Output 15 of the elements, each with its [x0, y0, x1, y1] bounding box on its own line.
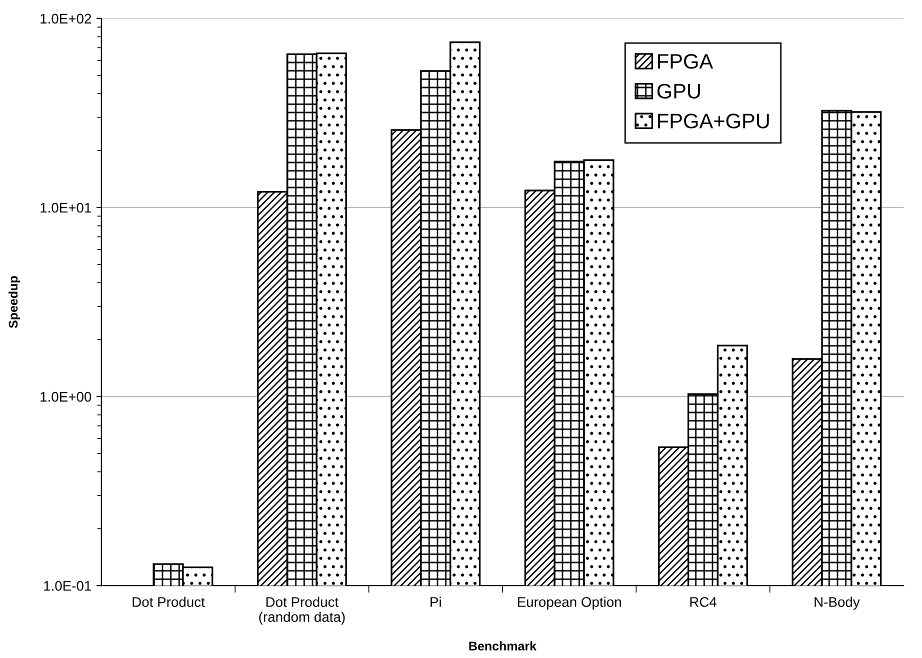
x-tick-label: Dot Product [132, 596, 205, 607]
x-axis-title: Benchmark [469, 641, 537, 650]
x-tick-label: Pi [430, 596, 441, 607]
x-tick-label: European Option [518, 596, 621, 610]
x-tick-label: RC4 [690, 597, 717, 607]
legend-label: FPGA+GPU [658, 114, 769, 128]
y-tick-label: 1.0E-01 [44, 580, 92, 591]
legend-label: FPGA [658, 54, 714, 69]
y-axis-title: Speedup [8, 276, 20, 328]
y-tick-label: 1.0E+01 [40, 202, 92, 213]
y-tick-label: 1.0E+02 [40, 14, 91, 24]
x-tick-label: Dot Product (random data) [259, 596, 345, 625]
legend-label: GPU [657, 84, 700, 99]
y-tick-label: 1.0E+00 [40, 392, 92, 402]
x-tick-label: N-Body [814, 596, 860, 610]
